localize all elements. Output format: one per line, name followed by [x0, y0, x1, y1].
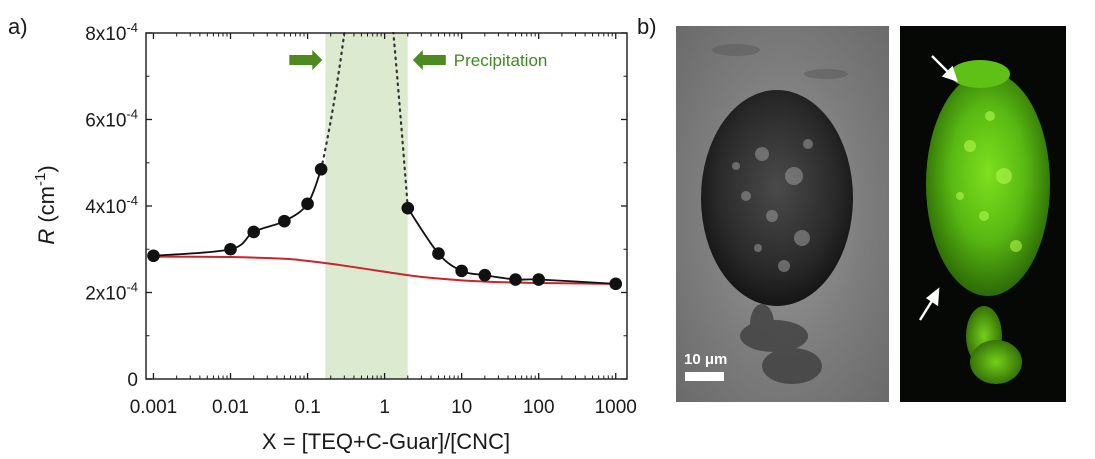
extrapolation-right: [392, 31, 409, 210]
data-point: [609, 277, 623, 291]
scale-bar: [685, 372, 724, 381]
panel-label-b: b): [637, 14, 657, 39]
x-tick-label: 0.01: [212, 397, 249, 418]
phase-contrast-micrograph: 10 μm: [676, 26, 889, 402]
x-tick-label: 1: [379, 397, 390, 418]
data-line-left: [153, 168, 322, 257]
x-tick-label: 100: [523, 397, 555, 418]
data-point: [147, 249, 160, 263]
x-tick-label: 10: [451, 397, 472, 418]
x-tick-label: 0.001: [130, 397, 178, 418]
y-tick-label: 2x10-4: [85, 280, 138, 305]
data-point: [532, 273, 545, 286]
y-axis-label: R (cm-1): [32, 165, 59, 244]
data-point: [301, 197, 314, 211]
data-point: [432, 247, 445, 260]
y-tick-label: 4x10-4: [85, 193, 138, 218]
data-point: [455, 264, 468, 278]
y-tick-label: 0: [127, 370, 138, 391]
panel-label-a: a): [8, 14, 28, 39]
data-line-right: [407, 207, 616, 285]
data-point: [509, 273, 522, 286]
arrow-left-icon: [412, 50, 446, 70]
arrow-right-icon: [289, 50, 323, 70]
y-tick-label: 8x10-4: [85, 20, 138, 45]
y-tick-label: 6x10-4: [85, 107, 138, 132]
precipitation-annotation: Precipitation: [454, 51, 548, 70]
extrapolation-left: [320, 31, 346, 171]
data-point: [224, 242, 237, 256]
scale-bar-label: 10 μm: [684, 351, 728, 368]
x-axis-label: X = [TEQ+C-Guar]/[CNC]: [262, 429, 510, 454]
data-point: [247, 225, 261, 239]
x-tick-label: 1000: [595, 397, 637, 418]
fluorescence-micrograph: [900, 26, 1066, 402]
data-point: [314, 162, 328, 176]
data-point: [401, 201, 415, 215]
x-tick-label: 0.1: [294, 397, 320, 418]
data-point: [278, 214, 291, 228]
data-point: [478, 268, 492, 282]
plot-frame: [145, 32, 628, 380]
precipitation-band: [325, 33, 408, 379]
